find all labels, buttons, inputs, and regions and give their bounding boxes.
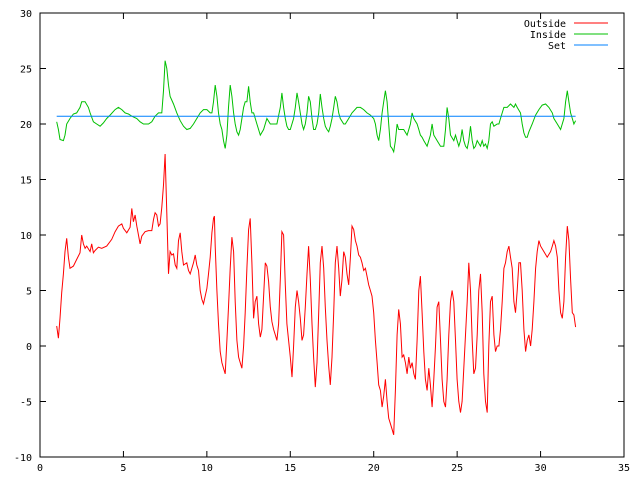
series-lines [56,60,577,435]
x-tick-label: 5 [120,463,126,474]
y-tick-label: 5 [26,287,32,298]
y-tick-label: -10 [14,453,32,464]
series-line-inside [56,60,577,154]
x-tick-label: 0 [37,463,43,474]
y-tick-label: -5 [20,398,32,409]
y-tick-label: 20 [20,120,32,131]
x-tick-label: 10 [201,463,213,474]
axis-tick-labels: 0 5 10 15 20 25 30 35 -10 -5 0 5 10 15 20 25 30 [14,9,630,474]
y-tick-label: 15 [20,176,32,187]
y-tick-label: 25 [20,65,32,76]
series-line-outside [56,153,577,435]
x-tick-label: 30 [535,463,547,474]
legend-label-outside: Outside [524,19,566,30]
y-tick-label: 30 [20,9,32,20]
x-tick-label: 15 [284,463,296,474]
x-tick-label: 20 [368,463,380,474]
plot-frame [39,12,625,458]
axis-ticks [39,12,625,458]
legend-label-inside: Inside [530,30,566,41]
legend-label-set: Set [548,41,566,52]
x-tick-label: 25 [451,463,463,474]
y-tick-label: 0 [26,342,32,353]
x-tick-label: 35 [618,463,630,474]
y-tick-label: 10 [20,231,32,242]
